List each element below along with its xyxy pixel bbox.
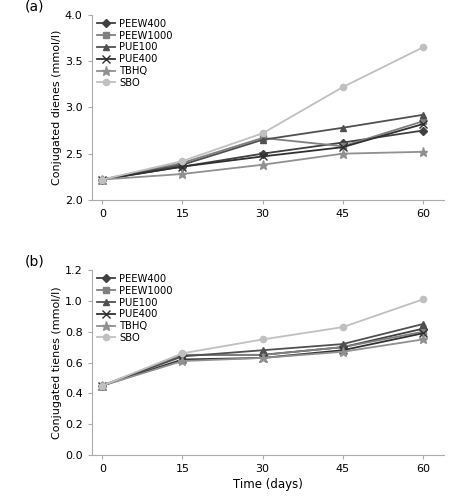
Y-axis label: Conjugated dienes (mmol/l): Conjugated dienes (mmol/l) <box>52 30 62 185</box>
Legend: PEEW400, PEEW1000, PUE100, PUE400, TBHQ, SBO: PEEW400, PEEW1000, PUE100, PUE400, TBHQ,… <box>96 18 174 89</box>
X-axis label: Time (days): Time (days) <box>233 478 303 491</box>
Legend: PEEW400, PEEW1000, PUE100, PUE400, TBHQ, SBO: PEEW400, PEEW1000, PUE100, PUE400, TBHQ,… <box>96 273 174 344</box>
Y-axis label: Conjugated tienes (mmol/l): Conjugated tienes (mmol/l) <box>52 286 62 439</box>
Text: (a): (a) <box>25 0 44 13</box>
Text: (b): (b) <box>25 254 44 268</box>
